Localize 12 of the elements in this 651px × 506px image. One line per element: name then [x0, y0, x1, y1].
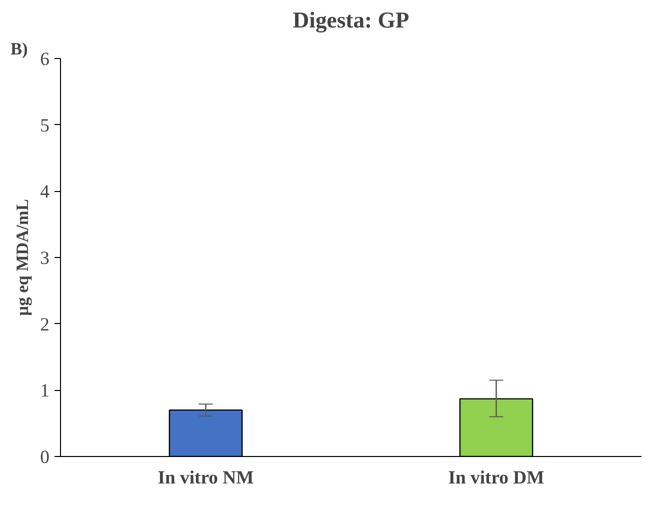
chart-title: Digesta: GP: [292, 8, 410, 32]
x-tick-label: In vitro NM: [158, 468, 254, 488]
y-tick-label: 1: [40, 380, 50, 402]
y-tick-label: 2: [40, 314, 50, 336]
text: B): [10, 40, 28, 58]
y-axis-title: µg eq MDA/mL: [13, 199, 32, 316]
y-tick-label: 6: [40, 49, 50, 70]
y-tick-label: 3: [40, 248, 50, 269]
y-tick-label: 4: [40, 182, 50, 203]
y-tick-label: 0: [40, 447, 50, 468]
y-tick-label: 5: [40, 115, 50, 136]
x-tick-label: In vitro DM: [448, 468, 545, 488]
